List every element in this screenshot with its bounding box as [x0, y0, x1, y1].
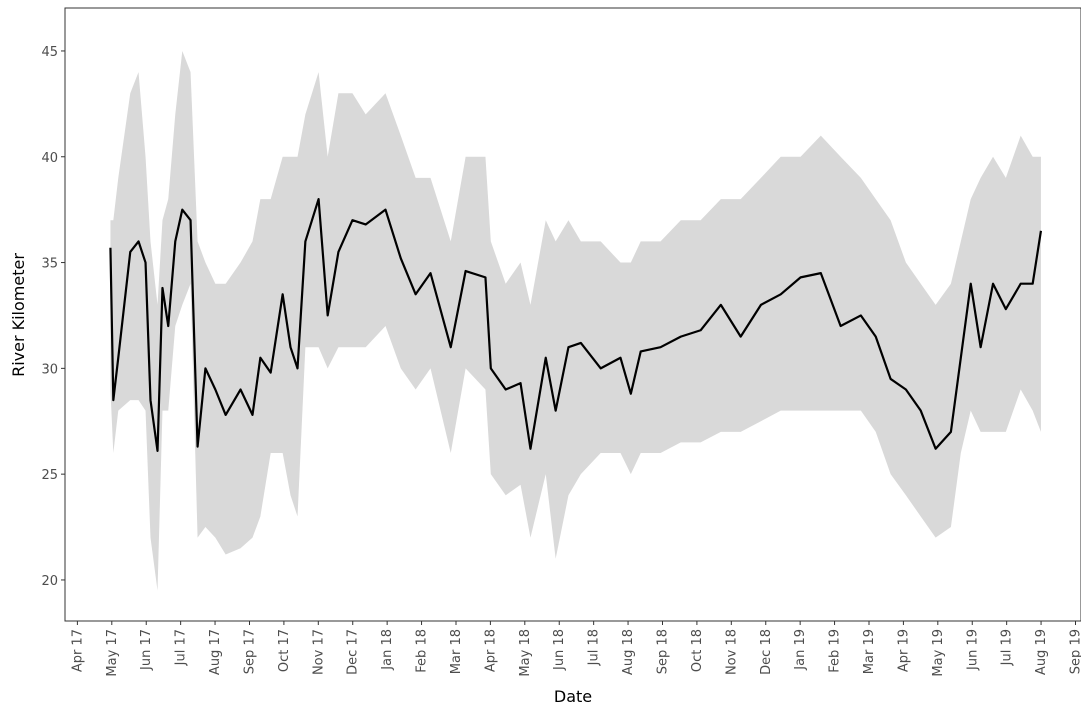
x-tick-label: Dec 17	[346, 629, 361, 675]
x-tick-label: Jan 18	[380, 629, 395, 671]
x-tick-label: Jun 17	[139, 629, 154, 671]
x-tick-label: Dec 18	[759, 629, 774, 675]
x-tick-label: Aug 19	[1034, 629, 1049, 675]
y-tick-label: 20	[41, 574, 58, 589]
y-tick-label: 45	[41, 45, 58, 60]
x-tick-label: Sep 18	[655, 629, 670, 674]
x-tick-label: Feb 19	[828, 629, 843, 673]
x-tick-label: Jul 18	[587, 629, 602, 666]
x-tick-label: Jan 19	[793, 629, 808, 671]
x-tick-label: Apr 17	[70, 629, 85, 672]
x-tick-label: Mar 19	[862, 629, 877, 674]
y-tick-label: 40	[41, 151, 58, 166]
x-tick-label: Sep 17	[242, 629, 257, 674]
x-tick-label: Nov 18	[724, 629, 739, 675]
x-axis-title: Date	[554, 687, 592, 706]
x-tick-label: Aug 18	[621, 629, 636, 675]
y-tick-label: 30	[41, 362, 58, 377]
x-tick-label: Aug 17	[208, 629, 223, 675]
x-tick-label: Oct 18	[690, 629, 705, 672]
x-tick-label: Mar 18	[449, 629, 464, 674]
x-tick-label: Nov 17	[311, 629, 326, 675]
x-tick-label: Oct 17	[277, 629, 292, 672]
x-tick-label: May 19	[931, 629, 946, 677]
line	[109, 197, 1043, 452]
x-tick-label: Jul 19	[1000, 629, 1015, 666]
x-tick-label: Sep 19	[1069, 629, 1081, 674]
x-tick-label: Jul 17	[174, 629, 189, 666]
y-tick-label: 35	[41, 257, 58, 272]
y-axis-title: River Kilometer	[9, 253, 28, 377]
x-tick-label: Feb 18	[415, 629, 430, 673]
confidence-band	[110, 50, 1041, 591]
x-tick-label: May 18	[518, 629, 533, 677]
x-tick-label: Jun 18	[552, 629, 567, 671]
x-tick-label: Jun 19	[965, 629, 980, 671]
x-tick-label: May 17	[105, 629, 120, 677]
plot-frame	[64, 7, 1081, 622]
x-tick-label: Apr 18	[483, 629, 498, 672]
x-tick-label: Apr 19	[896, 629, 911, 672]
y-tick-label: 25	[41, 468, 58, 483]
